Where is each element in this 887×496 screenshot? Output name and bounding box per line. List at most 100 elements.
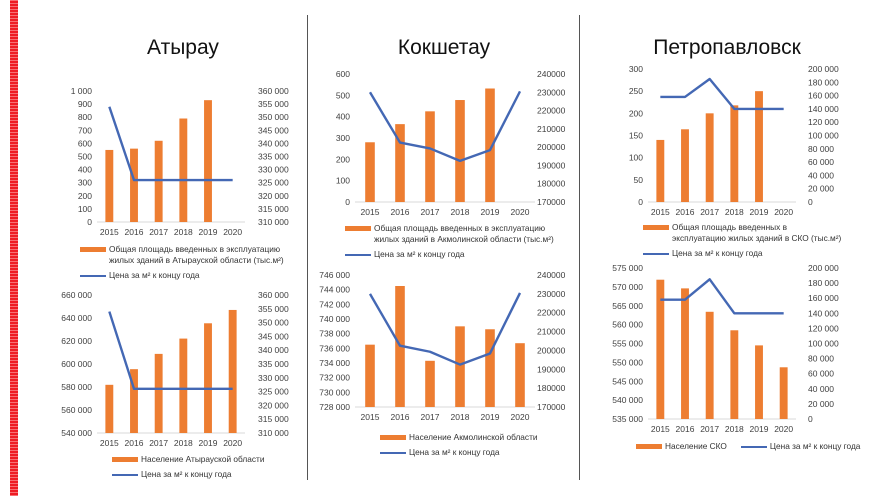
legend-swatch-line (643, 253, 669, 255)
column-separator-1 (307, 15, 308, 480)
x-axis-tick-label: 2016 (391, 207, 410, 217)
left-axis-tick-label: 580 000 (61, 382, 92, 392)
bar-2016 (681, 129, 689, 202)
right-axis-tick-label: 325 000 (258, 387, 289, 397)
x-axis-tick-label: 2017 (149, 438, 168, 448)
bar-2018 (730, 330, 739, 419)
x-axis-tick-label: 2015 (651, 207, 670, 217)
x-axis-tick-label: 2017 (421, 412, 440, 422)
bar-2020 (515, 343, 525, 407)
legend-swatch-bar (636, 444, 662, 449)
bar-2017 (154, 353, 163, 433)
left-axis-tick-label: 738 000 (319, 329, 350, 339)
bar-2018 (730, 105, 739, 202)
legend-swatch-bar (380, 435, 406, 440)
legend-label-bar: Общая площадь введенных в эксплуатацию ж… (672, 222, 842, 243)
column-separator-2 (579, 15, 580, 480)
left-axis-tick-label: 200 (78, 191, 92, 201)
left-axis-tick-label: 600 000 (61, 359, 92, 369)
right-axis-tick-label: 335 000 (258, 152, 289, 162)
bar-2016 (395, 124, 405, 202)
left-axis-tick-label: 565 000 (612, 301, 643, 311)
right-axis-tick-label: 20 000 (808, 399, 834, 409)
x-axis-tick-label: 2018 (451, 412, 470, 422)
x-axis-tick-label: 2018 (725, 207, 744, 217)
left-axis-tick-label: 660 000 (61, 290, 92, 300)
left-axis-tick-label: 740 000 (319, 314, 350, 324)
legend-swatch-bar (643, 225, 669, 230)
legend-atyrau-construction: Общая площадь введенных в эксплуатацию ж… (80, 244, 290, 285)
x-axis-tick-label: 2019 (750, 207, 769, 217)
left-axis-tick-label: 736 000 (319, 343, 350, 353)
left-axis-tick-label: 100 (629, 153, 643, 163)
x-axis-tick-label: 2020 (774, 207, 793, 217)
left-axis-tick-label: 100 (336, 176, 350, 186)
left-axis-tick-label: 400 (78, 165, 92, 175)
left-axis-tick-label: 550 000 (612, 357, 643, 367)
right-axis-tick-label: 350 000 (258, 318, 289, 328)
bar-2019 (755, 345, 763, 419)
right-axis-tick-label: 180000 (537, 179, 566, 189)
left-axis-tick-label: 744 000 (319, 285, 350, 295)
x-axis-tick-label: 2018 (174, 227, 193, 237)
bar-2016 (681, 288, 689, 419)
right-axis-tick-label: 320 000 (258, 191, 289, 201)
x-axis-tick-label: 2016 (125, 227, 144, 237)
right-axis-tick-label: 210000 (537, 327, 566, 337)
x-axis-tick-label: 2020 (223, 438, 242, 448)
price-line (660, 278, 784, 315)
right-axis-tick-label: 140 000 (808, 308, 839, 318)
x-axis-tick-label: 2020 (511, 207, 530, 217)
right-axis-tick-label: 360 000 (258, 290, 289, 300)
left-axis-tick-label: 400 (336, 112, 350, 122)
bar-2020 (228, 309, 237, 433)
x-axis-tick-label: 2016 (391, 412, 410, 422)
bar-2019 (485, 329, 495, 407)
right-axis-tick-label: 160 000 (808, 91, 839, 101)
price-line (108, 106, 233, 182)
right-axis-tick-label: 340 000 (258, 138, 289, 148)
bar-2017 (425, 111, 435, 202)
right-axis-tick-label: 315 000 (258, 414, 289, 424)
right-axis-tick-label: 20 000 (808, 184, 834, 194)
left-axis-tick-label: 730 000 (319, 387, 350, 397)
x-axis-tick-label: 2017 (700, 207, 719, 217)
left-axis-tick-label: 575 000 (612, 263, 643, 273)
city-title-petropavlovsk: Петропавловск (653, 36, 801, 59)
right-axis-tick-label: 0 (808, 197, 813, 207)
bar-2018 (455, 100, 465, 202)
x-axis-tick-label: 2019 (481, 412, 500, 422)
bar-2020 (779, 367, 788, 419)
right-axis-tick-label: 0 (808, 414, 813, 424)
right-axis-tick-label: 120 000 (808, 117, 839, 127)
left-axis-tick-label: 640 000 (61, 313, 92, 323)
left-axis-tick-label: 250 (629, 86, 643, 96)
bar-2017 (705, 113, 714, 202)
left-axis-tick-label: 0 (345, 197, 350, 207)
left-axis-tick-label: 100 (78, 204, 92, 214)
bar-2015 (105, 149, 114, 222)
legend-swatch-line (740, 446, 767, 448)
right-axis-tick-label: 200 000 (808, 64, 839, 74)
right-axis-tick-label: 230000 (537, 289, 566, 299)
left-axis-tick-label: 800 (78, 112, 92, 122)
left-axis-tick-label: 500 (78, 152, 92, 162)
x-axis-tick-label: 2019 (199, 227, 218, 237)
right-axis-tick-label: 40 000 (808, 384, 834, 394)
right-axis-tick-label: 170000 (537, 402, 566, 412)
legend-label-line: Цена за м² к концу года (141, 469, 232, 479)
legend-atyrau-population: Население Атырауской области Цена за м² … (112, 454, 302, 484)
right-axis-tick-label: 100 000 (808, 339, 839, 349)
right-axis-tick-label: 310 000 (258, 428, 289, 438)
bar-2015 (105, 384, 114, 433)
right-axis-tick-label: 240000 (537, 69, 566, 79)
x-axis-tick-label: 2018 (725, 424, 744, 434)
left-axis-tick-label: 570 000 (612, 282, 643, 292)
x-axis-tick-label: 2016 (676, 424, 695, 434)
right-axis-tick-label: 350 000 (258, 112, 289, 122)
x-axis-tick-label: 2020 (511, 412, 530, 422)
left-axis-tick-label: 620 000 (61, 336, 92, 346)
right-axis-tick-label: 315 000 (258, 204, 289, 214)
legend-swatch-bar (80, 247, 106, 252)
